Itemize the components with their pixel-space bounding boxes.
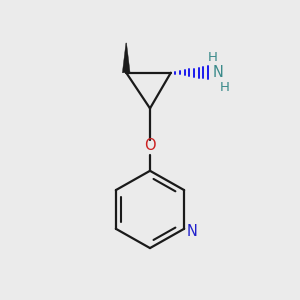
Text: H: H [220,81,230,94]
Text: H: H [208,51,218,64]
Polygon shape [122,43,130,73]
Text: N: N [212,65,223,80]
Text: N: N [186,224,197,238]
Text: O: O [144,138,156,153]
